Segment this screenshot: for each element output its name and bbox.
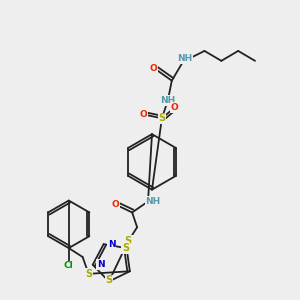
Text: S: S (158, 113, 166, 123)
Text: N: N (108, 240, 116, 249)
Text: S: S (124, 236, 132, 246)
Text: NH: NH (145, 197, 160, 206)
Text: O: O (139, 110, 147, 119)
Text: N: N (97, 260, 104, 269)
Text: NH: NH (160, 96, 176, 105)
Text: O: O (149, 64, 157, 73)
Text: Cl: Cl (64, 261, 74, 270)
Text: O: O (111, 200, 119, 209)
Text: S: S (105, 275, 112, 286)
Text: S: S (85, 269, 92, 279)
Text: O: O (171, 103, 178, 112)
Text: S: S (122, 243, 129, 253)
Text: NH: NH (177, 54, 192, 63)
